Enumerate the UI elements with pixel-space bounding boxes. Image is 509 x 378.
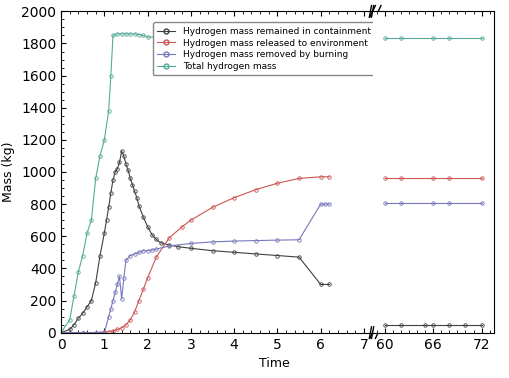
Y-axis label: Mass (kg): Mass (kg): [3, 142, 15, 202]
Legend: Hydrogen mass remained in containment, Hydrogen mass released to environment, Hy: Hydrogen mass remained in containment, H…: [153, 22, 375, 76]
Text: Time: Time: [260, 358, 290, 370]
